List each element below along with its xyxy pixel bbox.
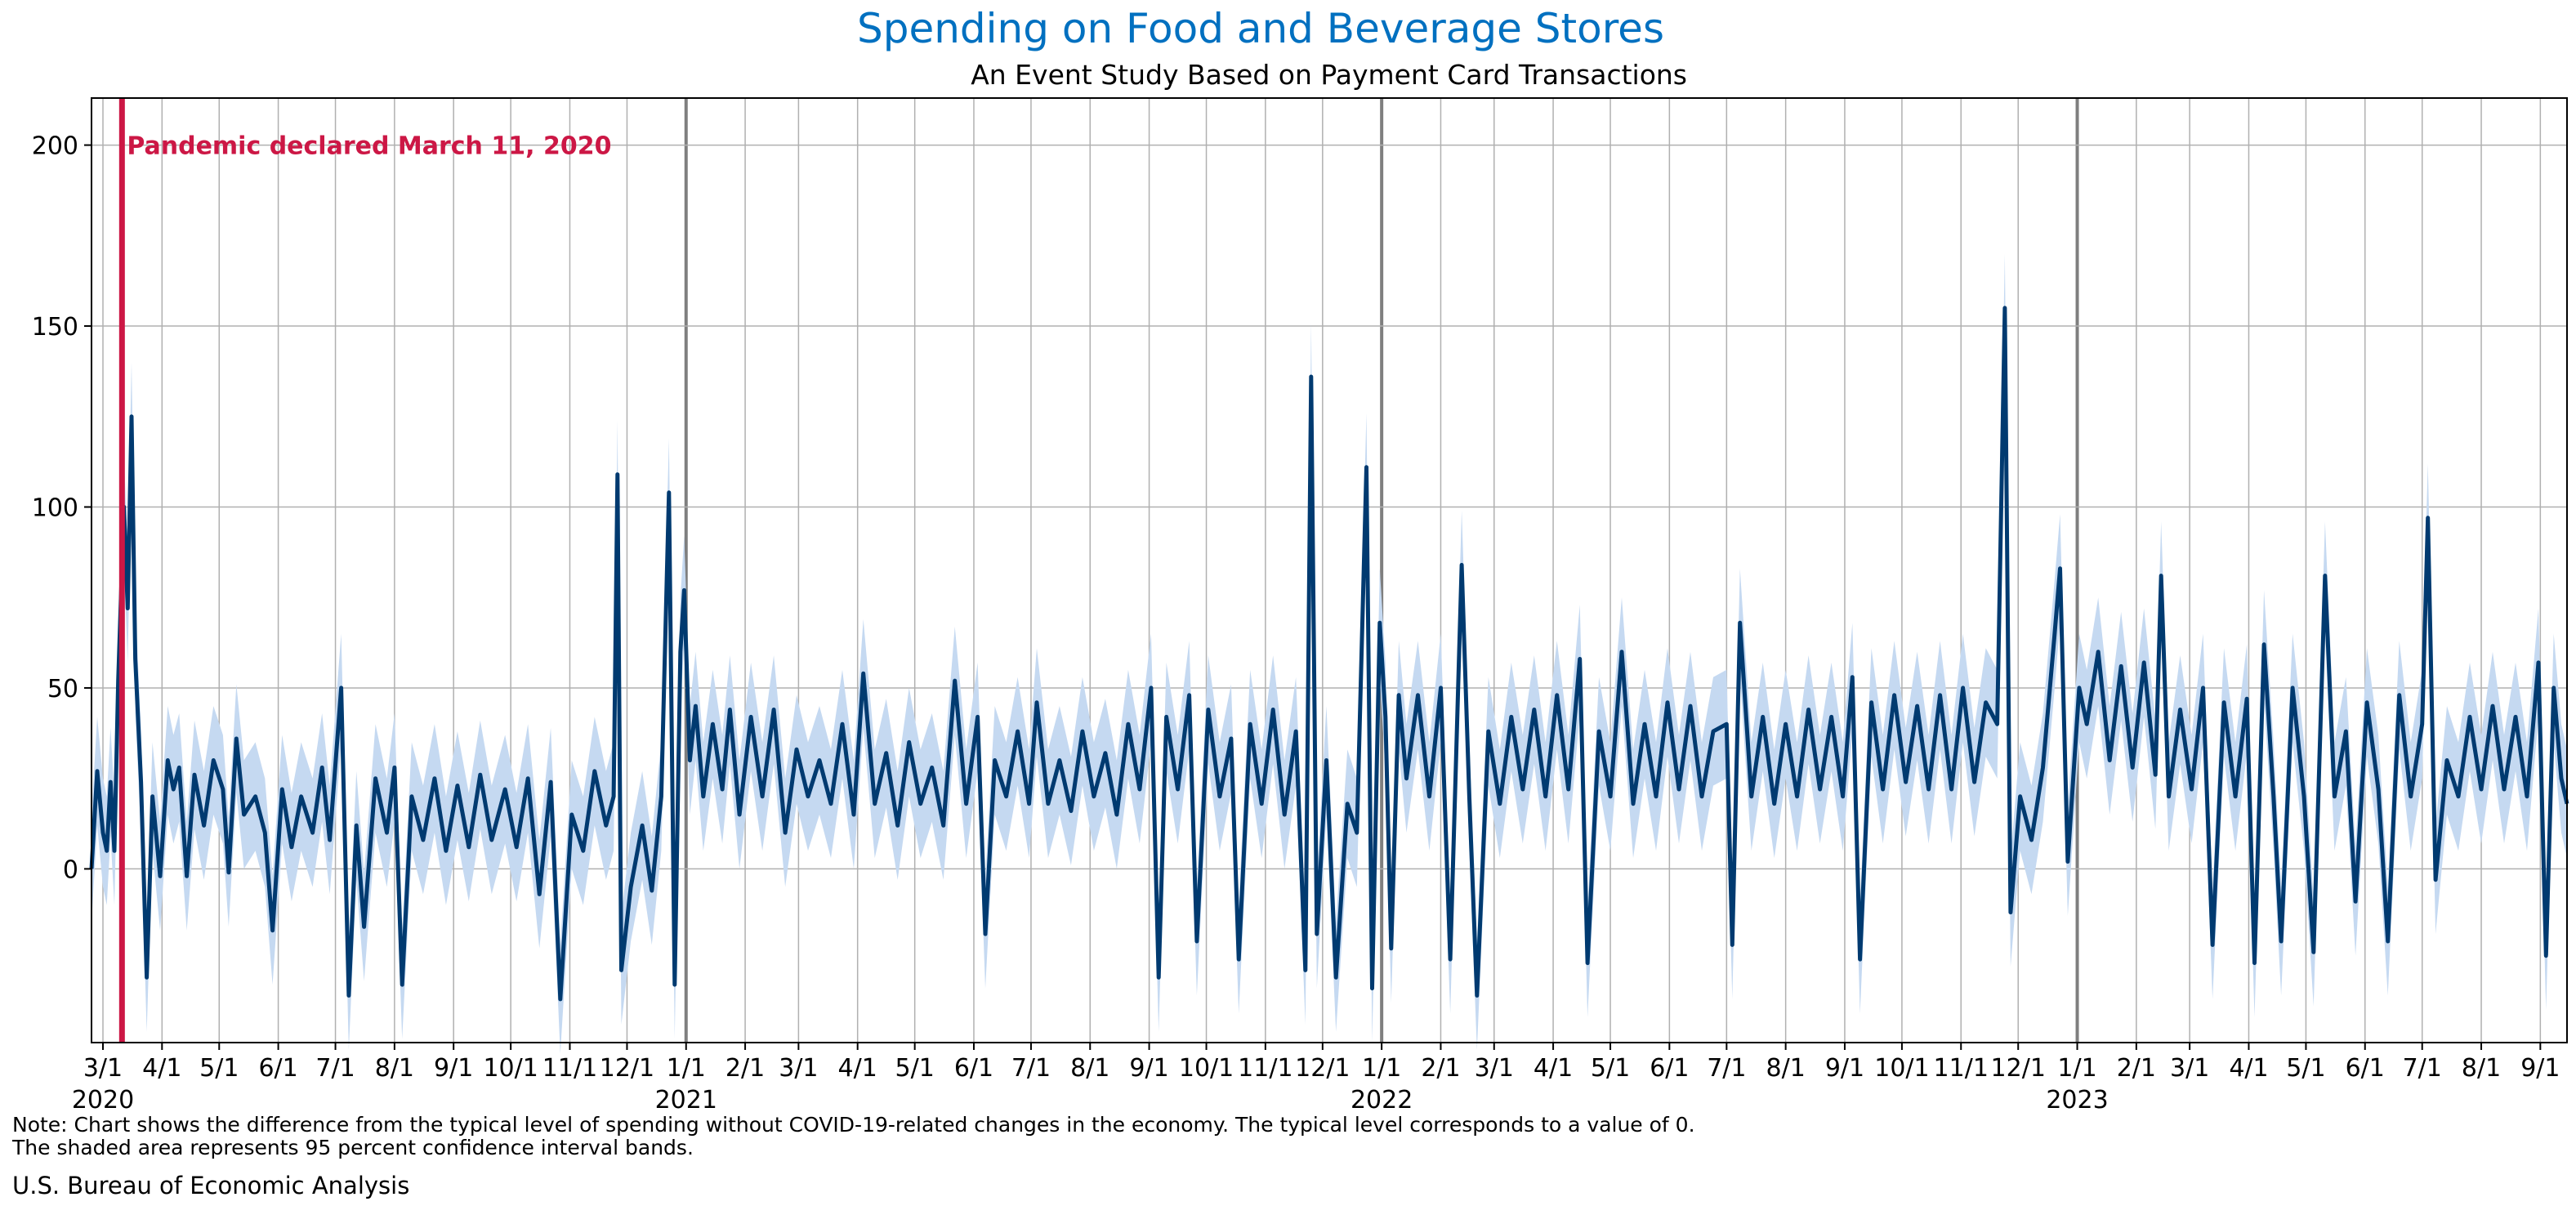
grid-lines (92, 98, 2567, 1043)
x-tick-label: 4/1 (1534, 1054, 1573, 1083)
x-tick-label: 2/1 (1421, 1054, 1460, 1083)
x-tick-label: 10/1 (1179, 1054, 1234, 1083)
x-tick-label: 4/1 (2229, 1054, 2268, 1083)
x-tick-label: 7/1 (315, 1054, 355, 1083)
x-tick-label: 8/1 (2462, 1054, 2501, 1083)
y-axis: 0 50 100 150 200 (32, 132, 92, 884)
x-tick-label: 9/1 (1825, 1054, 1864, 1083)
confidence-band (92, 253, 2567, 1054)
x-tick-label: 6/1 (2346, 1054, 2385, 1083)
x-tick-label: 8/1 (1070, 1054, 1109, 1083)
y-tick-label: 150 (32, 313, 78, 342)
x-tick-label: 7/1 (1011, 1054, 1051, 1083)
x-tick-label: 5/1 (895, 1054, 935, 1083)
x-tick-label: 6/1 (1650, 1054, 1689, 1083)
x-tick-label: 1/1 (667, 1054, 706, 1083)
x-year-label: 2022 (1351, 1086, 1413, 1114)
x-tick-label: 7/1 (2403, 1054, 2442, 1083)
x-tick-label: 1/1 (2057, 1054, 2096, 1083)
x-tick-label: 12/1 (1991, 1054, 2046, 1083)
x-tick-label: 6/1 (954, 1054, 993, 1083)
x-tick-label: 12/1 (600, 1054, 654, 1083)
x-year-label: 2020 (72, 1086, 134, 1114)
x-year-label: 2021 (655, 1086, 717, 1114)
x-tick-label: 3/1 (2170, 1054, 2209, 1083)
chart-note-line-2: The shaded area represents 95 percent co… (11, 1136, 694, 1159)
pandemic-annotation: Pandemic declared March 11, 2020 (127, 132, 611, 161)
x-tick-label: 5/1 (1591, 1054, 1630, 1083)
x-tick-label: 2/1 (2117, 1054, 2156, 1083)
x-year-label: 2023 (2046, 1086, 2108, 1114)
x-tick-label: 10/1 (483, 1054, 538, 1083)
chart-subtitle: An Event Study Based on Payment Card Tra… (971, 59, 1687, 91)
x-tick-label: 9/1 (2520, 1054, 2560, 1083)
x-tick-label: 3/1 (779, 1054, 818, 1083)
x-tick-label: 3/1 (1475, 1054, 1514, 1083)
x-tick-label: 5/1 (199, 1054, 239, 1083)
x-tick-label: 3/1 (83, 1054, 123, 1083)
chart-note-line-1: Note: Chart shows the difference from th… (12, 1113, 1695, 1137)
x-tick-label: 1/1 (1362, 1054, 1401, 1083)
x-tick-label: 12/1 (1295, 1054, 1350, 1083)
x-tick-label: 9/1 (1129, 1054, 1168, 1083)
source-credit: U.S. Bureau of Economic Analysis (12, 1172, 409, 1199)
series-line (89, 306, 2569, 1002)
x-tick-label: 4/1 (142, 1054, 181, 1083)
x-tick-label: 9/1 (434, 1054, 473, 1083)
x-tick-label: 11/1 (1238, 1054, 1292, 1083)
x-tick-label: 4/1 (838, 1054, 877, 1083)
x-axis: 3/1 4/1 5/1 6/1 7/1 8/1 9/1 10/1 11/1 12/1 1/1 2/1 3… (72, 1043, 2560, 1114)
x-tick-label: 8/1 (375, 1054, 414, 1083)
x-tick-label: 10/1 (1874, 1054, 1929, 1083)
y-tick-label: 100 (32, 494, 78, 522)
x-tick-label: 5/1 (2286, 1054, 2325, 1083)
plot-frame (91, 97, 2568, 1043)
x-tick-label: 11/1 (542, 1054, 597, 1083)
x-tick-label: 7/1 (1707, 1054, 1746, 1083)
y-tick-label: 50 (47, 675, 78, 704)
y-tick-label: 0 (63, 855, 78, 884)
y-tick-label: 200 (32, 132, 78, 161)
x-tick-label: 6/1 (258, 1054, 297, 1083)
x-tick-label: 11/1 (1934, 1054, 1989, 1083)
x-tick-label: 8/1 (1766, 1054, 1806, 1083)
chart-title: Spending on Food and Beverage Stores (857, 5, 1664, 52)
x-tick-label: 2/1 (725, 1054, 765, 1083)
